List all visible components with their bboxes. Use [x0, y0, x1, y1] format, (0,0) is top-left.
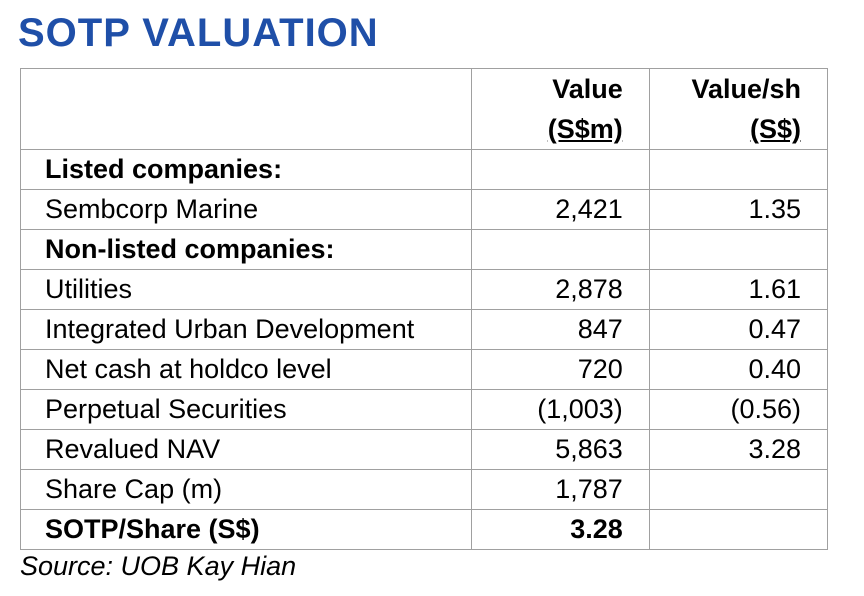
table-row: Net cash at holdco level 720 0.40: [20, 349, 829, 390]
header-blank-cell: [20, 68, 472, 150]
row-value-per-share: [648, 469, 829, 510]
row-label: Utilities: [20, 269, 472, 310]
row-value: [470, 149, 650, 190]
header-value-per-share: Value/sh (S$): [648, 68, 829, 150]
table-row: Non-listed companies:: [20, 229, 829, 270]
row-value: 2,878: [470, 269, 650, 310]
row-value: 1,787: [470, 469, 650, 510]
row-label: SOTP/Share (S$): [20, 509, 472, 550]
header-value-label: Value: [552, 74, 623, 104]
table-row: Integrated Urban Development 847 0.47: [20, 309, 829, 350]
row-value-per-share: (0.56): [648, 389, 829, 430]
page-title: SOTP VALUATION: [18, 11, 379, 55]
row-label: Share Cap (m): [20, 469, 472, 510]
row-value: [470, 229, 650, 270]
table-row: Utilities 2,878 1.61: [20, 269, 829, 310]
row-value-per-share: 1.35: [648, 189, 829, 230]
source-note: Source: UOB Kay Hian: [20, 551, 297, 581]
sotp-valuation-table: Value (S$m) Value/sh (S$) Listed compani…: [20, 68, 829, 550]
row-label: Non-listed companies:: [20, 229, 472, 270]
row-value-per-share: 0.47: [648, 309, 829, 350]
row-value-per-share: 0.40: [648, 349, 829, 390]
row-value: 5,863: [470, 429, 650, 470]
row-value: 720: [470, 349, 650, 390]
header-value: Value (S$m): [470, 68, 650, 150]
table-row: SOTP/Share (S$) 3.28: [20, 509, 829, 550]
table-row: Perpetual Securities (1,003) (0.56): [20, 389, 829, 430]
row-label: Perpetual Securities: [20, 389, 472, 430]
row-label: Revalued NAV: [20, 429, 472, 470]
row-value-per-share: 1.61: [648, 269, 829, 310]
row-label: Net cash at holdco level: [20, 349, 472, 390]
row-value: 847: [470, 309, 650, 350]
row-value-per-share: [648, 509, 829, 550]
table-header-row: Value (S$m) Value/sh (S$): [20, 68, 829, 150]
row-label: Listed companies:: [20, 149, 472, 190]
row-label: Sembcorp Marine: [20, 189, 472, 230]
row-value-per-share: [648, 229, 829, 270]
row-label: Integrated Urban Development: [20, 309, 472, 350]
header-value-unit: (S$m): [547, 114, 623, 144]
row-value: 2,421: [470, 189, 650, 230]
row-value-per-share: [648, 149, 829, 190]
table-row: Listed companies:: [20, 149, 829, 190]
table-row: Sembcorp Marine 2,421 1.35: [20, 189, 829, 230]
table-row: Share Cap (m) 1,787: [20, 469, 829, 510]
row-value: (1,003): [470, 389, 650, 430]
header-value-per-share-unit: (S$): [749, 114, 801, 144]
header-value-per-share-label: Value/sh: [691, 74, 801, 104]
row-value: 3.28: [470, 509, 650, 550]
table-row: Revalued NAV 5,863 3.28: [20, 429, 829, 470]
row-value-per-share: 3.28: [648, 429, 829, 470]
